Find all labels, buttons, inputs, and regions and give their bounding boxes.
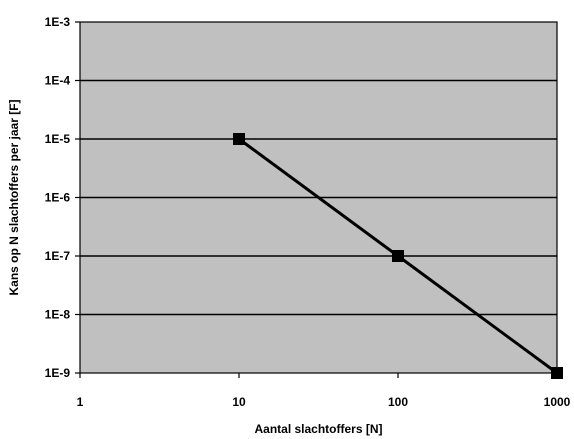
y-axis-tick-labels: 1E-3 1E-4 1E-5 1E-6 1E-7 1E-8 1E-9 bbox=[45, 15, 80, 380]
y-tick-label: 1E-3 bbox=[45, 15, 71, 29]
data-point-marker bbox=[392, 250, 404, 262]
y-tick-label: 1E-7 bbox=[45, 249, 71, 263]
y-tick-label: 1E-8 bbox=[45, 308, 71, 322]
data-point-marker bbox=[551, 367, 563, 379]
x-tick-label: 10 bbox=[232, 395, 246, 409]
y-tick-label: 1E-6 bbox=[45, 191, 71, 205]
series-markers bbox=[233, 133, 563, 379]
data-point-marker bbox=[233, 133, 245, 145]
x-axis-tick-labels: 1 10 100 1000 bbox=[77, 373, 571, 409]
y-tick-label: 1E-9 bbox=[45, 366, 71, 380]
x-tick-label: 1 bbox=[77, 395, 84, 409]
x-tick-label: 100 bbox=[388, 395, 408, 409]
x-tick-label: 1000 bbox=[544, 395, 571, 409]
x-axis-title: Aantal slachtoffers [N] bbox=[254, 422, 382, 436]
y-tick-label: 1E-5 bbox=[45, 132, 71, 146]
y-tick-label: 1E-4 bbox=[45, 74, 71, 88]
y-axis-title: Kans op N slachtoffers per jaar [F] bbox=[7, 99, 21, 295]
